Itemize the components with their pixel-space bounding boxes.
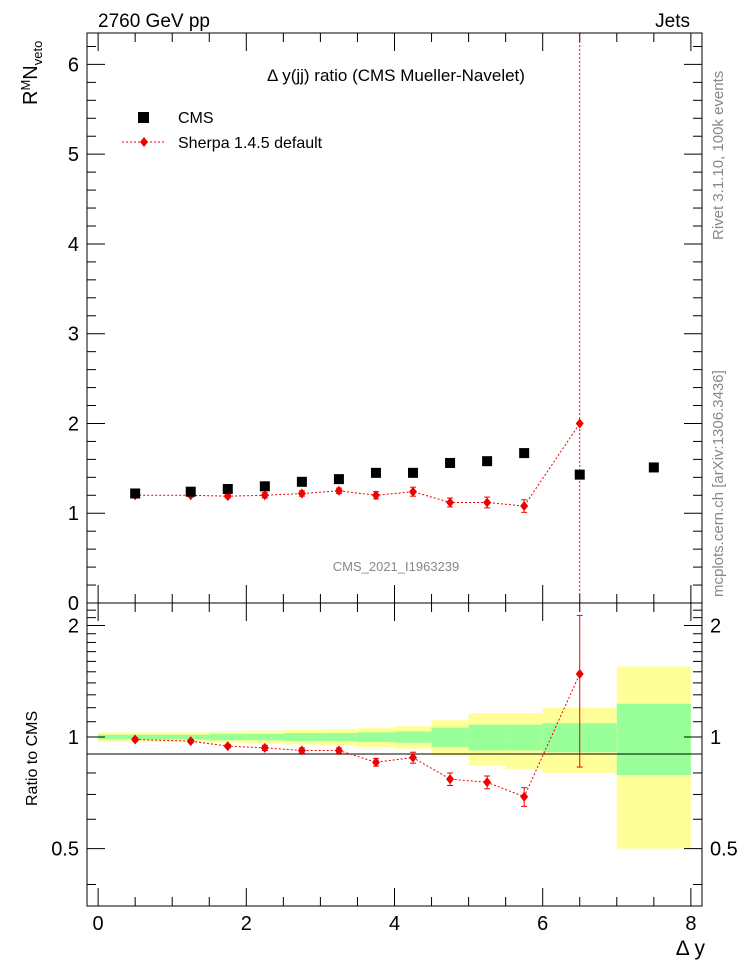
uncertainty-band-inner bbox=[357, 732, 395, 742]
uncertainty-band-inner bbox=[431, 727, 469, 748]
mc-ratio-point bbox=[297, 745, 306, 756]
mc-point bbox=[334, 485, 343, 496]
mc-ratio-point bbox=[575, 668, 584, 679]
legend: CMS Sherpa 1.4.5 default bbox=[122, 110, 323, 152]
cms-data-point bbox=[185, 486, 196, 497]
legend-data-marker bbox=[138, 112, 149, 123]
header-process: 2760 GeV pp bbox=[98, 11, 210, 32]
uncertainty-band-inner bbox=[135, 734, 173, 740]
ratio-panel: 0.5 0.5 1 1 2 2 0 2 4 6 8 Ratio to CMS Δ y bbox=[24, 602, 738, 960]
main-points bbox=[130, 33, 659, 604]
uncertainty-band-inner bbox=[98, 734, 136, 740]
cms-data-point bbox=[408, 467, 419, 478]
uncertainty-band-inner bbox=[283, 733, 321, 742]
cms-data-point bbox=[222, 484, 233, 494]
ratio-y-tick-label: 0.5 bbox=[51, 839, 79, 861]
cms-data-point bbox=[333, 474, 344, 485]
mcplots-label: mcplots.cern.ch [arXiv:1306.3436] bbox=[710, 370, 727, 597]
mc-point bbox=[409, 486, 418, 497]
ylabel-main: R bbox=[20, 91, 42, 105]
ratio-tick-labels: 0.5 0.5 1 1 2 2 0 2 4 6 8 bbox=[51, 615, 738, 935]
main-ticks bbox=[87, 33, 702, 604]
main-y-tick-label: 1 bbox=[68, 503, 79, 525]
mc-ratio-point bbox=[223, 741, 232, 752]
cms-data-point bbox=[445, 457, 456, 468]
ratio-ticks bbox=[87, 603, 702, 906]
mc-ratio-point bbox=[446, 774, 455, 785]
legend-mc-label: Sherpa 1.4.5 default bbox=[178, 135, 323, 152]
mc-ratio-point bbox=[409, 752, 418, 763]
ylabel-mid: N bbox=[20, 65, 42, 79]
mc-ratio-point bbox=[520, 791, 529, 802]
main-y-axis-label: RMNveto bbox=[18, 41, 45, 105]
x-axis-label: Δ y bbox=[676, 937, 706, 960]
mc-point bbox=[371, 490, 380, 501]
mc-ratio-point bbox=[186, 736, 195, 747]
cms-data-point bbox=[259, 481, 270, 492]
uncertainty-band-inner bbox=[505, 724, 543, 751]
mc-point bbox=[297, 488, 306, 499]
ylabel-sup: M bbox=[18, 80, 33, 91]
mc-point bbox=[520, 501, 529, 512]
header-tag: Jets bbox=[655, 11, 690, 32]
cms-data-point bbox=[482, 456, 493, 467]
ratio-y-tick-label: 1 bbox=[68, 727, 79, 749]
x-tick-label: 8 bbox=[685, 913, 696, 935]
cms-data-point bbox=[574, 469, 585, 480]
mc-series-line bbox=[135, 423, 581, 507]
uncertainty-band-inner bbox=[616, 703, 691, 775]
ratio-y-axis-label: Ratio to CMS bbox=[24, 711, 41, 806]
cms-data-point bbox=[296, 476, 307, 487]
x-tick-label: 4 bbox=[389, 913, 400, 935]
cms-data-point bbox=[130, 488, 141, 499]
x-tick-label: 2 bbox=[241, 913, 252, 935]
watermark: CMS_2021_I1963239 bbox=[333, 559, 460, 574]
uncertainty-band-inner bbox=[246, 733, 284, 741]
main-title: Δ y(jj) ratio (CMS Mueller-Navelet) bbox=[267, 66, 525, 85]
cms-data-point bbox=[519, 448, 530, 459]
ratio-bands bbox=[98, 666, 691, 849]
main-y-tick-label: 2 bbox=[68, 413, 79, 435]
cms-data-point bbox=[648, 462, 659, 473]
mc-point bbox=[260, 490, 269, 501]
uncertainty-band-inner bbox=[468, 724, 506, 751]
ratio-y-tick-label: 2 bbox=[68, 615, 79, 637]
ratio-frame bbox=[86, 602, 703, 907]
mc-ratio-point bbox=[483, 777, 492, 788]
mc-ratio-point bbox=[371, 757, 380, 768]
mc-point bbox=[575, 418, 584, 429]
main-y-tick-label: 0 bbox=[68, 593, 79, 615]
ratio-points bbox=[131, 614, 584, 807]
main-y-tick-label: 4 bbox=[68, 234, 79, 256]
main-tick-labels: 0 1 2 3 4 5 6 bbox=[68, 54, 79, 615]
mc-ratio-point bbox=[334, 745, 343, 756]
legend-mc-marker bbox=[140, 137, 148, 147]
ratio-y-tick-label-right: 1 bbox=[710, 727, 721, 749]
main-y-tick-label: 5 bbox=[68, 144, 79, 166]
cms-data-point bbox=[370, 467, 381, 478]
uncertainty-band-inner bbox=[394, 731, 432, 743]
legend-data-label: CMS bbox=[178, 110, 214, 127]
mc-ratio-point bbox=[131, 734, 140, 745]
mc-ratio-point bbox=[260, 742, 269, 753]
x-tick-label: 0 bbox=[93, 913, 104, 935]
main-y-tick-label: 6 bbox=[68, 54, 79, 76]
main-y-tick-label: 3 bbox=[68, 324, 79, 346]
uncertainty-band-inner bbox=[320, 733, 358, 742]
uncertainty-band-inner bbox=[209, 733, 247, 741]
ylabel-sub: veto bbox=[30, 41, 45, 66]
mc-point bbox=[483, 497, 492, 508]
ratio-y-tick-label-right: 0.5 bbox=[710, 839, 738, 861]
main-panel: 0 1 2 3 4 5 6 Δ y(jj) ratio (CMS Mueller-Navel… bbox=[18, 32, 703, 615]
mc-point bbox=[446, 497, 455, 508]
x-tick-label: 6 bbox=[537, 913, 548, 935]
rivet-label: Rivet 3.1.10, 100k events bbox=[710, 71, 727, 240]
ratio-y-tick-label-right: 2 bbox=[710, 615, 721, 637]
